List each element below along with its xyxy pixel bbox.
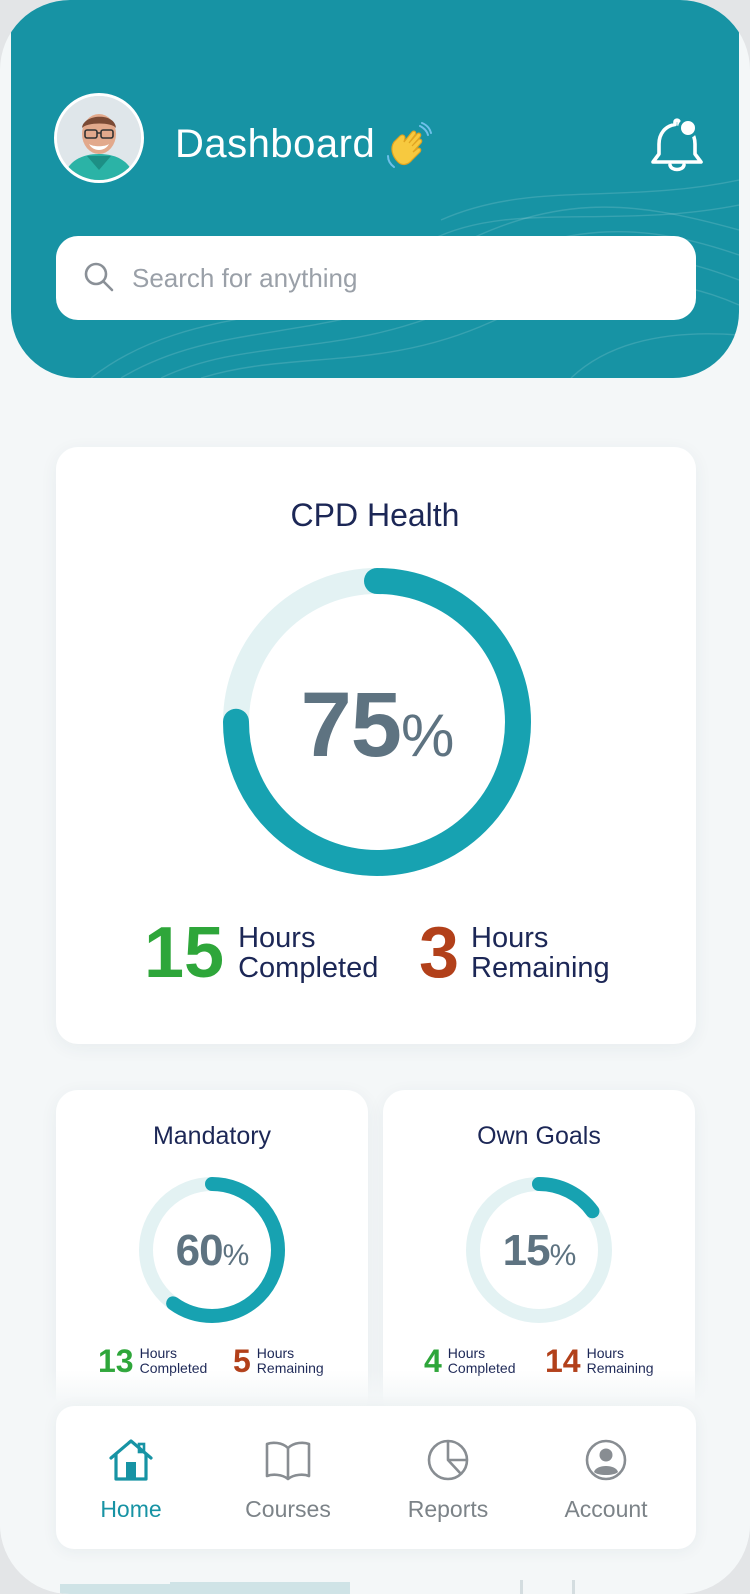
own-goals-completed-hours: 4: [424, 1343, 442, 1379]
user-avatar[interactable]: [54, 93, 144, 183]
cpd-remaining-label: Hours Remaining: [471, 921, 610, 984]
mandatory-percent-sign: %: [222, 1239, 250, 1272]
home-icon: [109, 1439, 153, 1481]
cpd-completed-hours: 15: [144, 913, 225, 993]
cpd-ring-progress: [223, 568, 531, 876]
cpd-completed-label-line1: Hours: [238, 921, 316, 954]
own-goals-completed-label-line1: Hours: [447, 1345, 486, 1362]
own-goals-percent-sign: %: [549, 1239, 577, 1272]
own-goals-title: Own Goals: [477, 1122, 601, 1150]
avatar-image: [57, 96, 141, 180]
cpd-remaining-stat: 3 Hours Remaining: [419, 913, 610, 993]
bottom-navigation: Home Courses Reports Account: [56, 1406, 696, 1549]
mandatory-remaining-hours: 5: [233, 1343, 251, 1379]
mandatory-ring-progress: [139, 1177, 285, 1323]
pie-chart-icon: [427, 1439, 469, 1481]
cpd-percent-sign: %: [400, 702, 454, 769]
waving-hand-icon: [384, 122, 432, 175]
search-icon: [84, 262, 114, 292]
cpd-health-title: CPD Health: [290, 497, 460, 533]
cpd-percent-readout: 75%: [277, 675, 477, 786]
notification-bell-icon[interactable]: [651, 116, 707, 181]
own-goals-percent-value: 15: [502, 1226, 551, 1275]
cpd-percent-value: 75: [300, 674, 402, 776]
mandatory-title: Mandatory: [152, 1122, 272, 1150]
nav-home[interactable]: Home: [61, 1438, 201, 1523]
nav-account-label: Account: [564, 1496, 648, 1522]
own-goals-remaining-label-line1: Hours: [586, 1345, 624, 1362]
user-circle-icon: [585, 1439, 627, 1481]
mandatory-percent-readout: 60%: [142, 1227, 282, 1280]
cpd-completed-label-line2: Completed: [238, 952, 379, 984]
search-input[interactable]: [132, 254, 672, 302]
own-goals-percent-readout: 15%: [469, 1227, 609, 1280]
nav-reports[interactable]: Reports: [378, 1438, 518, 1523]
page-title: Dashboard: [175, 122, 376, 166]
header: Dashboard: [11, 0, 739, 378]
nav-courses-label: Courses: [245, 1496, 331, 1522]
search-bar[interactable]: [56, 236, 696, 320]
mandatory-percent-value: 60: [175, 1226, 224, 1275]
nav-account[interactable]: Account: [536, 1438, 676, 1523]
book-icon: [265, 1441, 311, 1481]
nav-reports-label: Reports: [407, 1496, 489, 1522]
mandatory-completed-label-line1: Hours: [139, 1345, 177, 1362]
mandatory-remaining-label-line1: Hours: [256, 1345, 295, 1362]
own-goals-card[interactable]: Own Goals: [383, 1090, 695, 1420]
cpd-remaining-label-line2: Remaining: [471, 952, 610, 984]
nav-home-label: Home: [100, 1496, 162, 1522]
cpd-remaining-hours: 3: [419, 913, 460, 993]
cpd-health-card[interactable]: [56, 447, 696, 1044]
cpd-remaining-label-line1: Hours: [471, 921, 549, 954]
own-goals-ring-progress: [466, 1177, 612, 1323]
nav-courses[interactable]: Courses: [218, 1438, 358, 1523]
below-fold-content-peek: [60, 1580, 575, 1594]
cpd-completed-stat: 15 Hours Completed: [144, 913, 379, 993]
mandatory-card[interactable]: Mandatory: [56, 1090, 368, 1420]
cpd-completed-label: Hours Completed: [238, 921, 379, 984]
